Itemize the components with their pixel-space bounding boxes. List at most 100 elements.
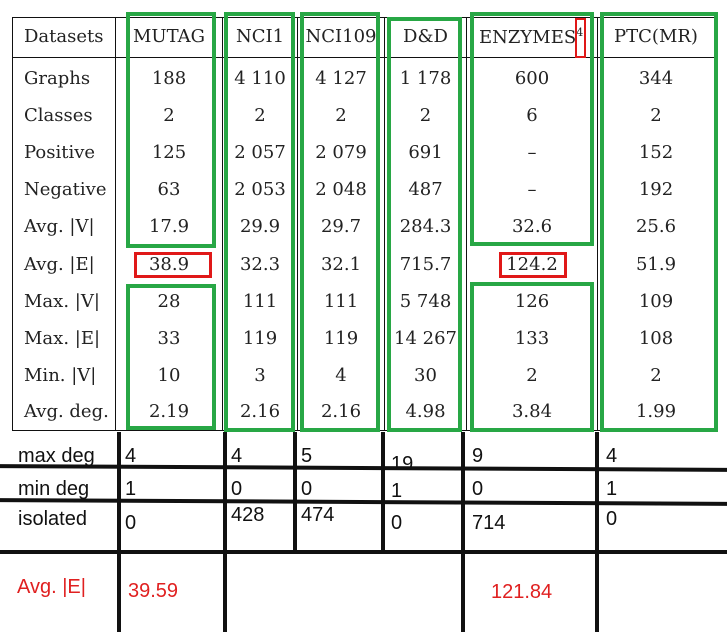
enzymes-lower-highlight	[470, 282, 594, 432]
table-top-rule	[12, 17, 715, 18]
handdrawn-divider	[223, 432, 227, 632]
table-cell: 125	[151, 142, 187, 163]
dd-highlight	[387, 17, 462, 432]
handwritten-cell: 4	[125, 445, 137, 467]
handdrawn-divider	[595, 432, 599, 632]
handwritten-cell: 4	[606, 445, 618, 467]
table-cell: 28	[157, 291, 181, 312]
table-cell: 2	[419, 105, 432, 126]
table-cell: 2	[163, 105, 175, 126]
table-cell: 119	[242, 328, 278, 349]
handwritten-cell: 428	[231, 504, 265, 526]
table-cell: 600	[514, 68, 550, 89]
row-label: Negative	[24, 179, 107, 200]
handwritten-cell: 0	[472, 478, 484, 500]
enzymes-upper-highlight	[470, 12, 594, 246]
table-cell: 124.2	[506, 254, 558, 275]
table-cell: 4.98	[405, 401, 446, 422]
table-col-divider	[222, 17, 223, 431]
handdrawn-divider	[293, 432, 297, 552]
table-cell: 63	[157, 179, 181, 200]
handwritten-cell: 474	[301, 504, 335, 526]
table-cell: 2	[650, 365, 662, 386]
handwritten-cell: 9	[472, 445, 484, 467]
table-cell: 108	[638, 328, 674, 349]
header-dd: D&D	[403, 26, 448, 47]
table-cell: 32.1	[320, 254, 362, 275]
table-cell: 344	[638, 68, 674, 89]
table-cell: 126	[514, 291, 550, 312]
handdrawn-rule	[0, 498, 727, 506]
table-cell: 4 110	[234, 68, 286, 89]
table-cell: 4	[335, 365, 347, 386]
table-cell: 32.3	[239, 254, 281, 275]
handdrawn-divider	[461, 432, 465, 632]
header-enzymes: ENZYMES4	[479, 26, 583, 48]
table-col-divider	[466, 17, 467, 431]
table-col-divider	[384, 17, 385, 431]
enzymes-avg-e-highlight	[499, 252, 567, 278]
header-ptc-mr: PTC(MR)	[614, 26, 698, 47]
header-mutag: MUTAG	[133, 26, 205, 47]
table-cell: 32.6	[511, 216, 553, 237]
handdrawn-rule	[0, 550, 727, 554]
table-cell: 14 267	[394, 328, 457, 349]
table-cell: 2 053	[234, 179, 286, 200]
table-cell: 2 057	[234, 142, 286, 163]
table-cell: 5 748	[399, 291, 452, 312]
table-cell: 691	[408, 142, 443, 163]
enzymes-footnote-marker: 4	[576, 26, 584, 39]
row-label: Classes	[24, 105, 93, 126]
table-cell: 2	[335, 105, 347, 126]
handwritten-cell: 0	[391, 512, 403, 534]
table-cell: 111	[323, 291, 359, 312]
table-cell: 2.19	[148, 401, 190, 422]
table-cell: 10	[157, 365, 181, 386]
handwritten-cell: 0	[231, 478, 243, 500]
row-label: Positive	[24, 142, 96, 163]
row-label: Avg. |E|	[24, 254, 95, 275]
table-cell: 2 048	[315, 179, 367, 200]
table-cell: 2.16	[239, 401, 281, 422]
table-header-rule	[12, 57, 715, 58]
handdrawn-divider	[117, 432, 121, 632]
annotation-mutag-avg-e: 39.59	[128, 580, 179, 602]
table-cell: 30	[414, 365, 437, 386]
annotation-avg-e-label: Avg. |E|	[17, 576, 86, 598]
handdrawn-rule	[0, 464, 727, 472]
table-cell: 133	[514, 328, 550, 349]
header-enzymes-label: ENZYMES	[479, 27, 577, 48]
table-cell: 29.7	[320, 216, 362, 237]
header-nci1: NCI1	[235, 26, 285, 47]
table-cell: 4 127	[315, 68, 367, 89]
table-cell: 1 178	[399, 68, 452, 89]
table-cell: 284.3	[399, 216, 452, 237]
row-label: Min. |V|	[24, 365, 97, 386]
handwritten-cell: 1	[606, 478, 618, 500]
table-cell: 3.84	[511, 401, 553, 422]
mutag-upper-highlight	[126, 12, 216, 248]
row-label: Avg. deg.	[24, 401, 109, 422]
table-label-divider	[115, 17, 116, 431]
table-left-rule	[12, 17, 13, 431]
table-col-divider	[597, 17, 598, 431]
handdrawn-divider	[381, 432, 385, 552]
table-cell: 17.9	[148, 216, 190, 237]
handwritten-cell: 0	[125, 512, 137, 534]
row-label: Max. |V|	[24, 291, 100, 312]
row-label: Avg. |V|	[24, 216, 95, 237]
handwritten-cell: 0	[606, 508, 618, 530]
header-nci109: NCI109	[305, 26, 377, 47]
table-cell: 487	[408, 179, 443, 200]
table-cell: –	[527, 179, 537, 200]
mutag-lower-highlight	[126, 284, 216, 430]
table-cell: 29.9	[239, 216, 281, 237]
handwritten-row-label: max deg	[18, 445, 95, 467]
table-cell: 2	[650, 105, 662, 126]
mutag-avg-e-highlight	[134, 252, 212, 278]
header-datasets: Datasets	[24, 26, 104, 47]
table-cell: 111	[242, 291, 278, 312]
table-cell: 2.16	[320, 401, 362, 422]
row-label: Max. |E|	[24, 328, 101, 349]
